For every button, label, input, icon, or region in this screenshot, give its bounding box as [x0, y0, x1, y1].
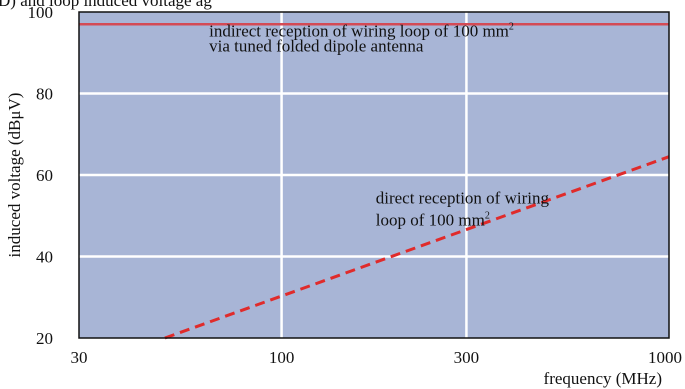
y-axis-label: induced voltage (dBμV): [5, 93, 24, 258]
annotation-2: direct reception of wiring loop of 100 mm…: [376, 189, 550, 230]
x-tick-label: 300: [454, 348, 480, 367]
series-line-2: [164, 155, 670, 340]
x-tick-label: 100: [269, 348, 295, 367]
header-fragment: D) and loop induced voltage ag: [0, 0, 212, 10]
series-layer: [79, 22, 670, 340]
x-tick-label: 30: [71, 348, 88, 367]
grid: [79, 12, 669, 338]
y-tick-label: 20: [36, 329, 53, 348]
y-tick-label: 40: [36, 248, 53, 267]
annotation-1: indirect reception of wiring loop of 100…: [209, 21, 514, 55]
annotations: indirect reception of wiring loop of 100…: [209, 21, 549, 229]
y-tick-labels: 20 40 60 80 100: [28, 3, 54, 348]
y-tick-label: 60: [36, 166, 53, 185]
plot-frame: [78, 11, 670, 339]
x-axis-label: frequency (MHz): [544, 369, 662, 388]
y-tick-label: 80: [36, 85, 53, 104]
x-tick-labels: 30 100 300 1000: [71, 348, 683, 367]
y-tick-label: 100: [28, 3, 54, 22]
x-tick-label: 1000: [648, 348, 682, 367]
